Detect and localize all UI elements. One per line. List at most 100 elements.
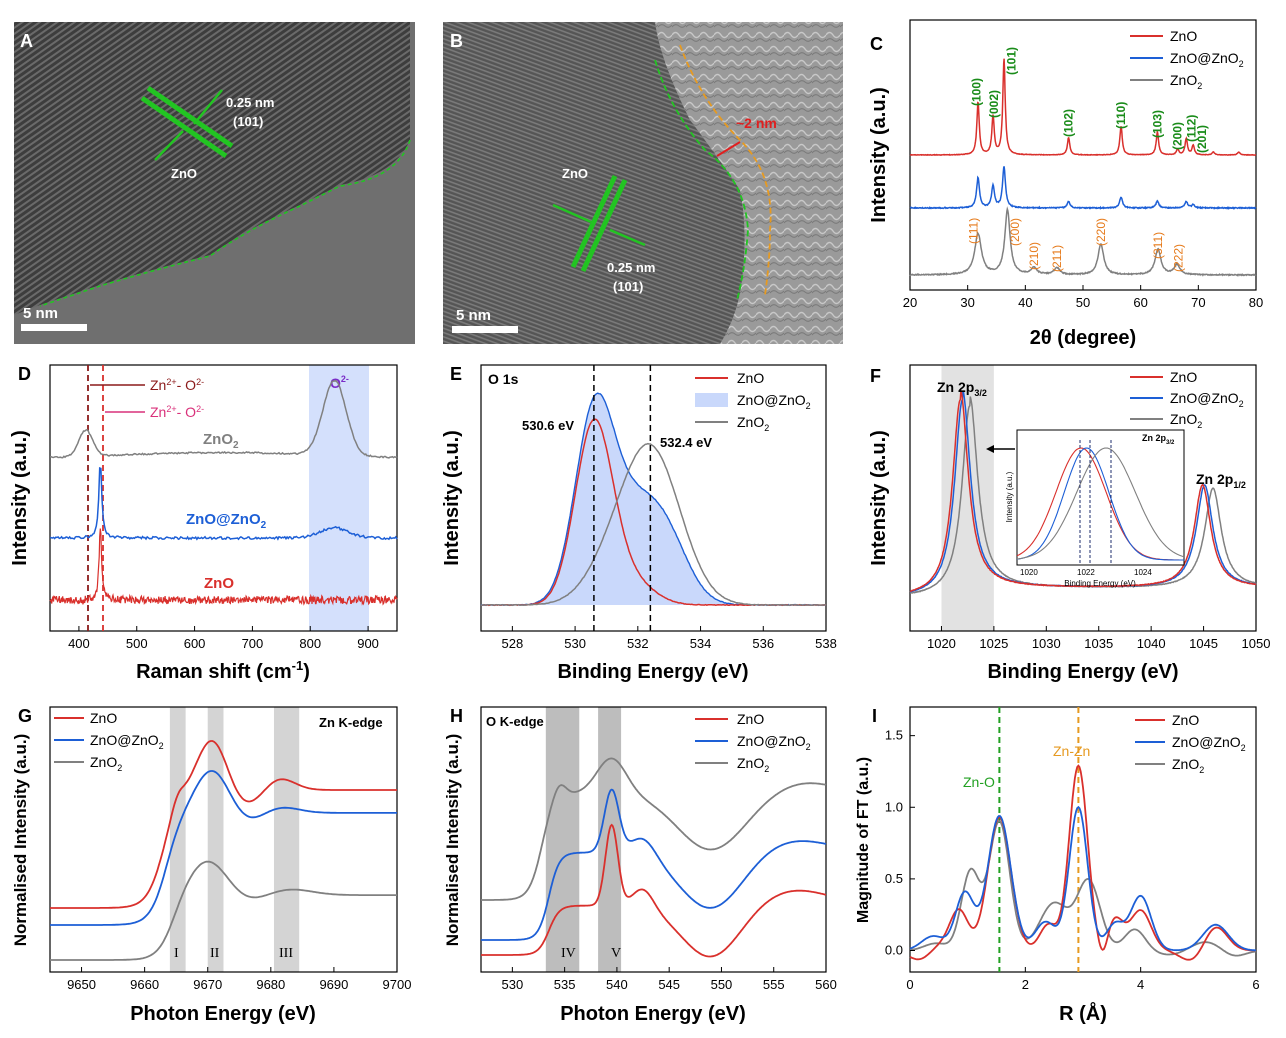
legend-zno2: ZnO2 bbox=[1170, 72, 1202, 91]
panel-b: ~2 nm B 0.25 nm (101) ZnO 5 nm bbox=[443, 22, 843, 344]
x-tick-label: 536 bbox=[752, 636, 774, 651]
panel-h-title: O K-edge bbox=[486, 714, 544, 729]
zno2-peak-label: (222) bbox=[1172, 244, 1186, 272]
ann-zn-zn: Zn-Zn bbox=[1053, 743, 1090, 759]
legend-zno-zno2: ZnO@ZnO2 bbox=[1172, 734, 1246, 753]
panel-c-xticks: 20 30 40 50 60 70 80 bbox=[903, 285, 1263, 310]
panel-a-material: ZnO bbox=[171, 166, 197, 181]
legend-swatch bbox=[695, 393, 728, 407]
raman-label-mix: ZnO@ZnO2 bbox=[186, 511, 267, 531]
legend-zno2: ZnO2 bbox=[1170, 411, 1202, 430]
x-tick-label: 545 bbox=[658, 977, 680, 992]
x-tick-label: 30 bbox=[960, 295, 974, 310]
panel-e-title: O 1s bbox=[488, 371, 519, 387]
x-tick-label: 1035 bbox=[1084, 636, 1113, 651]
panel-h: H IV V O K-edge 530 535 540 545 550 555 560 No… bbox=[443, 706, 837, 1025]
x-tick-label: 0 bbox=[906, 977, 913, 992]
panel-e-xticks: 528 530 532 534 536 538 bbox=[502, 626, 837, 651]
x-tick-label: 540 bbox=[606, 977, 628, 992]
legend-zno-zno2: ZnO@ZnO2 bbox=[90, 732, 164, 751]
x-tick-label: 530 bbox=[502, 977, 524, 992]
zno-peak-label: (100) bbox=[969, 78, 983, 106]
panel-g-title: Zn K-edge bbox=[319, 715, 383, 730]
panel-e-axes bbox=[480, 364, 827, 632]
raman-zno2-curve bbox=[50, 379, 398, 459]
zno-peak-label: (103) bbox=[1150, 110, 1164, 138]
x-tick-label: 1020 bbox=[927, 636, 956, 651]
zn2p-band bbox=[941, 365, 994, 631]
panel-g-letter: G bbox=[18, 706, 32, 726]
zno2-peak-label: (210) bbox=[1027, 242, 1041, 270]
panel-g-xticks: 9650 9660 9670 9680 9690 9700 bbox=[67, 967, 411, 992]
y-tick-label: 1.5 bbox=[885, 728, 903, 743]
x-tick-label: 500 bbox=[126, 636, 148, 651]
panel-d-xlabel: Raman shift (cm-1) bbox=[136, 658, 310, 683]
panel-i-letter: I bbox=[872, 706, 877, 726]
raman-ann-2: Zn2+- O2- bbox=[150, 404, 204, 420]
panel-f-legend: ZnO ZnO@ZnO2 ZnO2 bbox=[1130, 369, 1244, 430]
x-tick-label: 400 bbox=[68, 636, 90, 651]
panel-h-xlabel: Photon Energy (eV) bbox=[560, 1003, 746, 1025]
ft-zno2-curve bbox=[909, 819, 1257, 957]
x-tick-label: 532 bbox=[627, 636, 649, 651]
panel-d: D Zn2+- O2- Zn2+- O2- O2- ZnO2 ZnO@ZnO2 … bbox=[9, 364, 398, 683]
raman-label-zno: ZnO bbox=[204, 575, 234, 592]
panel-h-xticks: 530 535 540 545 550 555 560 bbox=[502, 967, 837, 992]
zno-peak-label: (200) bbox=[1171, 122, 1185, 150]
region-band bbox=[273, 707, 300, 972]
panel-i-ticks: 0 2 4 6 0.0 0.5 1.0 1.5 bbox=[885, 728, 1260, 992]
x-tick-label: 1050 bbox=[1242, 636, 1271, 651]
panel-f-axes bbox=[909, 364, 1257, 632]
x-tick-label: 550 bbox=[711, 977, 733, 992]
panel-e-letter: E bbox=[450, 364, 462, 384]
x-tick-label: 9650 bbox=[67, 977, 96, 992]
panel-e-legend: ZnO ZnO@ZnO2 ZnO2 bbox=[695, 370, 811, 433]
x-tick-label: 4 bbox=[1137, 977, 1144, 992]
lattice-line-b1 bbox=[570, 174, 618, 269]
panel-h-legend: ZnO ZnO@ZnO2 ZnO2 bbox=[695, 711, 811, 774]
y-tick-label: 1.0 bbox=[885, 799, 903, 814]
region-label-ii: II bbox=[210, 946, 220, 961]
xanes-zn-zno-curve bbox=[50, 740, 397, 909]
legend-zno-zno2: ZnO@ZnO2 bbox=[737, 392, 811, 411]
legend-zno: ZnO bbox=[737, 370, 764, 386]
zno2-peak-label: (311) bbox=[1151, 232, 1165, 259]
x-tick-label: 50 bbox=[1076, 295, 1090, 310]
panel-b-thickness: ~2 nm bbox=[736, 115, 777, 131]
panel-e: E O 1s 530.6 eV 532.4 eV 528 530 532 534 536… bbox=[441, 364, 837, 683]
lattice-arrow-a1 bbox=[193, 89, 223, 125]
y-tick-label: 0.0 bbox=[885, 943, 903, 958]
panel-i-xlabel: R (Å) bbox=[1059, 1001, 1107, 1025]
o2-label: O2- bbox=[330, 374, 349, 391]
raman-zno-curve bbox=[49, 528, 398, 606]
inset-xtick-1: 1020 bbox=[1020, 568, 1038, 577]
raman-zno-zno2-curve bbox=[49, 466, 398, 541]
raman-ann-1: Zn2+- O2- bbox=[150, 377, 204, 393]
x-tick-label: 600 bbox=[184, 636, 206, 651]
region-label-v: V bbox=[611, 946, 621, 961]
xanes-o-zno2-curve bbox=[481, 757, 827, 901]
legend-zno2: ZnO2 bbox=[90, 754, 122, 773]
legend-zno-zno2: ZnO@ZnO2 bbox=[737, 733, 811, 752]
o2-band bbox=[309, 365, 369, 631]
x-tick-label: 1040 bbox=[1137, 636, 1166, 651]
panel-g-legend: ZnO ZnO@ZnO2 ZnO2 bbox=[54, 710, 164, 773]
x-tick-label: 9660 bbox=[130, 977, 159, 992]
region-label-i: I bbox=[174, 946, 179, 961]
panel-b-scale: 5 nm bbox=[456, 307, 491, 324]
panel-d-letter: D bbox=[18, 364, 31, 384]
panel-b-scalebar bbox=[452, 326, 518, 333]
x-tick-label: 560 bbox=[815, 977, 837, 992]
zno2-peak-label: (220) bbox=[1094, 218, 1108, 246]
peak-label-2: 532.4 eV bbox=[660, 435, 712, 450]
panel-b-material: ZnO bbox=[562, 166, 588, 181]
legend-zno: ZnO bbox=[737, 711, 764, 727]
legend-zno2: ZnO2 bbox=[737, 755, 769, 774]
x-tick-label: 9680 bbox=[256, 977, 285, 992]
x-tick-label: 555 bbox=[763, 977, 785, 992]
panel-g-ylabel: Normalised Intensity (a.u.) bbox=[11, 734, 30, 947]
zno-peak-label: (101) bbox=[1004, 47, 1018, 75]
xps-zn2p-zno-curve bbox=[909, 390, 1257, 593]
zno-peak-label: (002) bbox=[987, 90, 1001, 118]
